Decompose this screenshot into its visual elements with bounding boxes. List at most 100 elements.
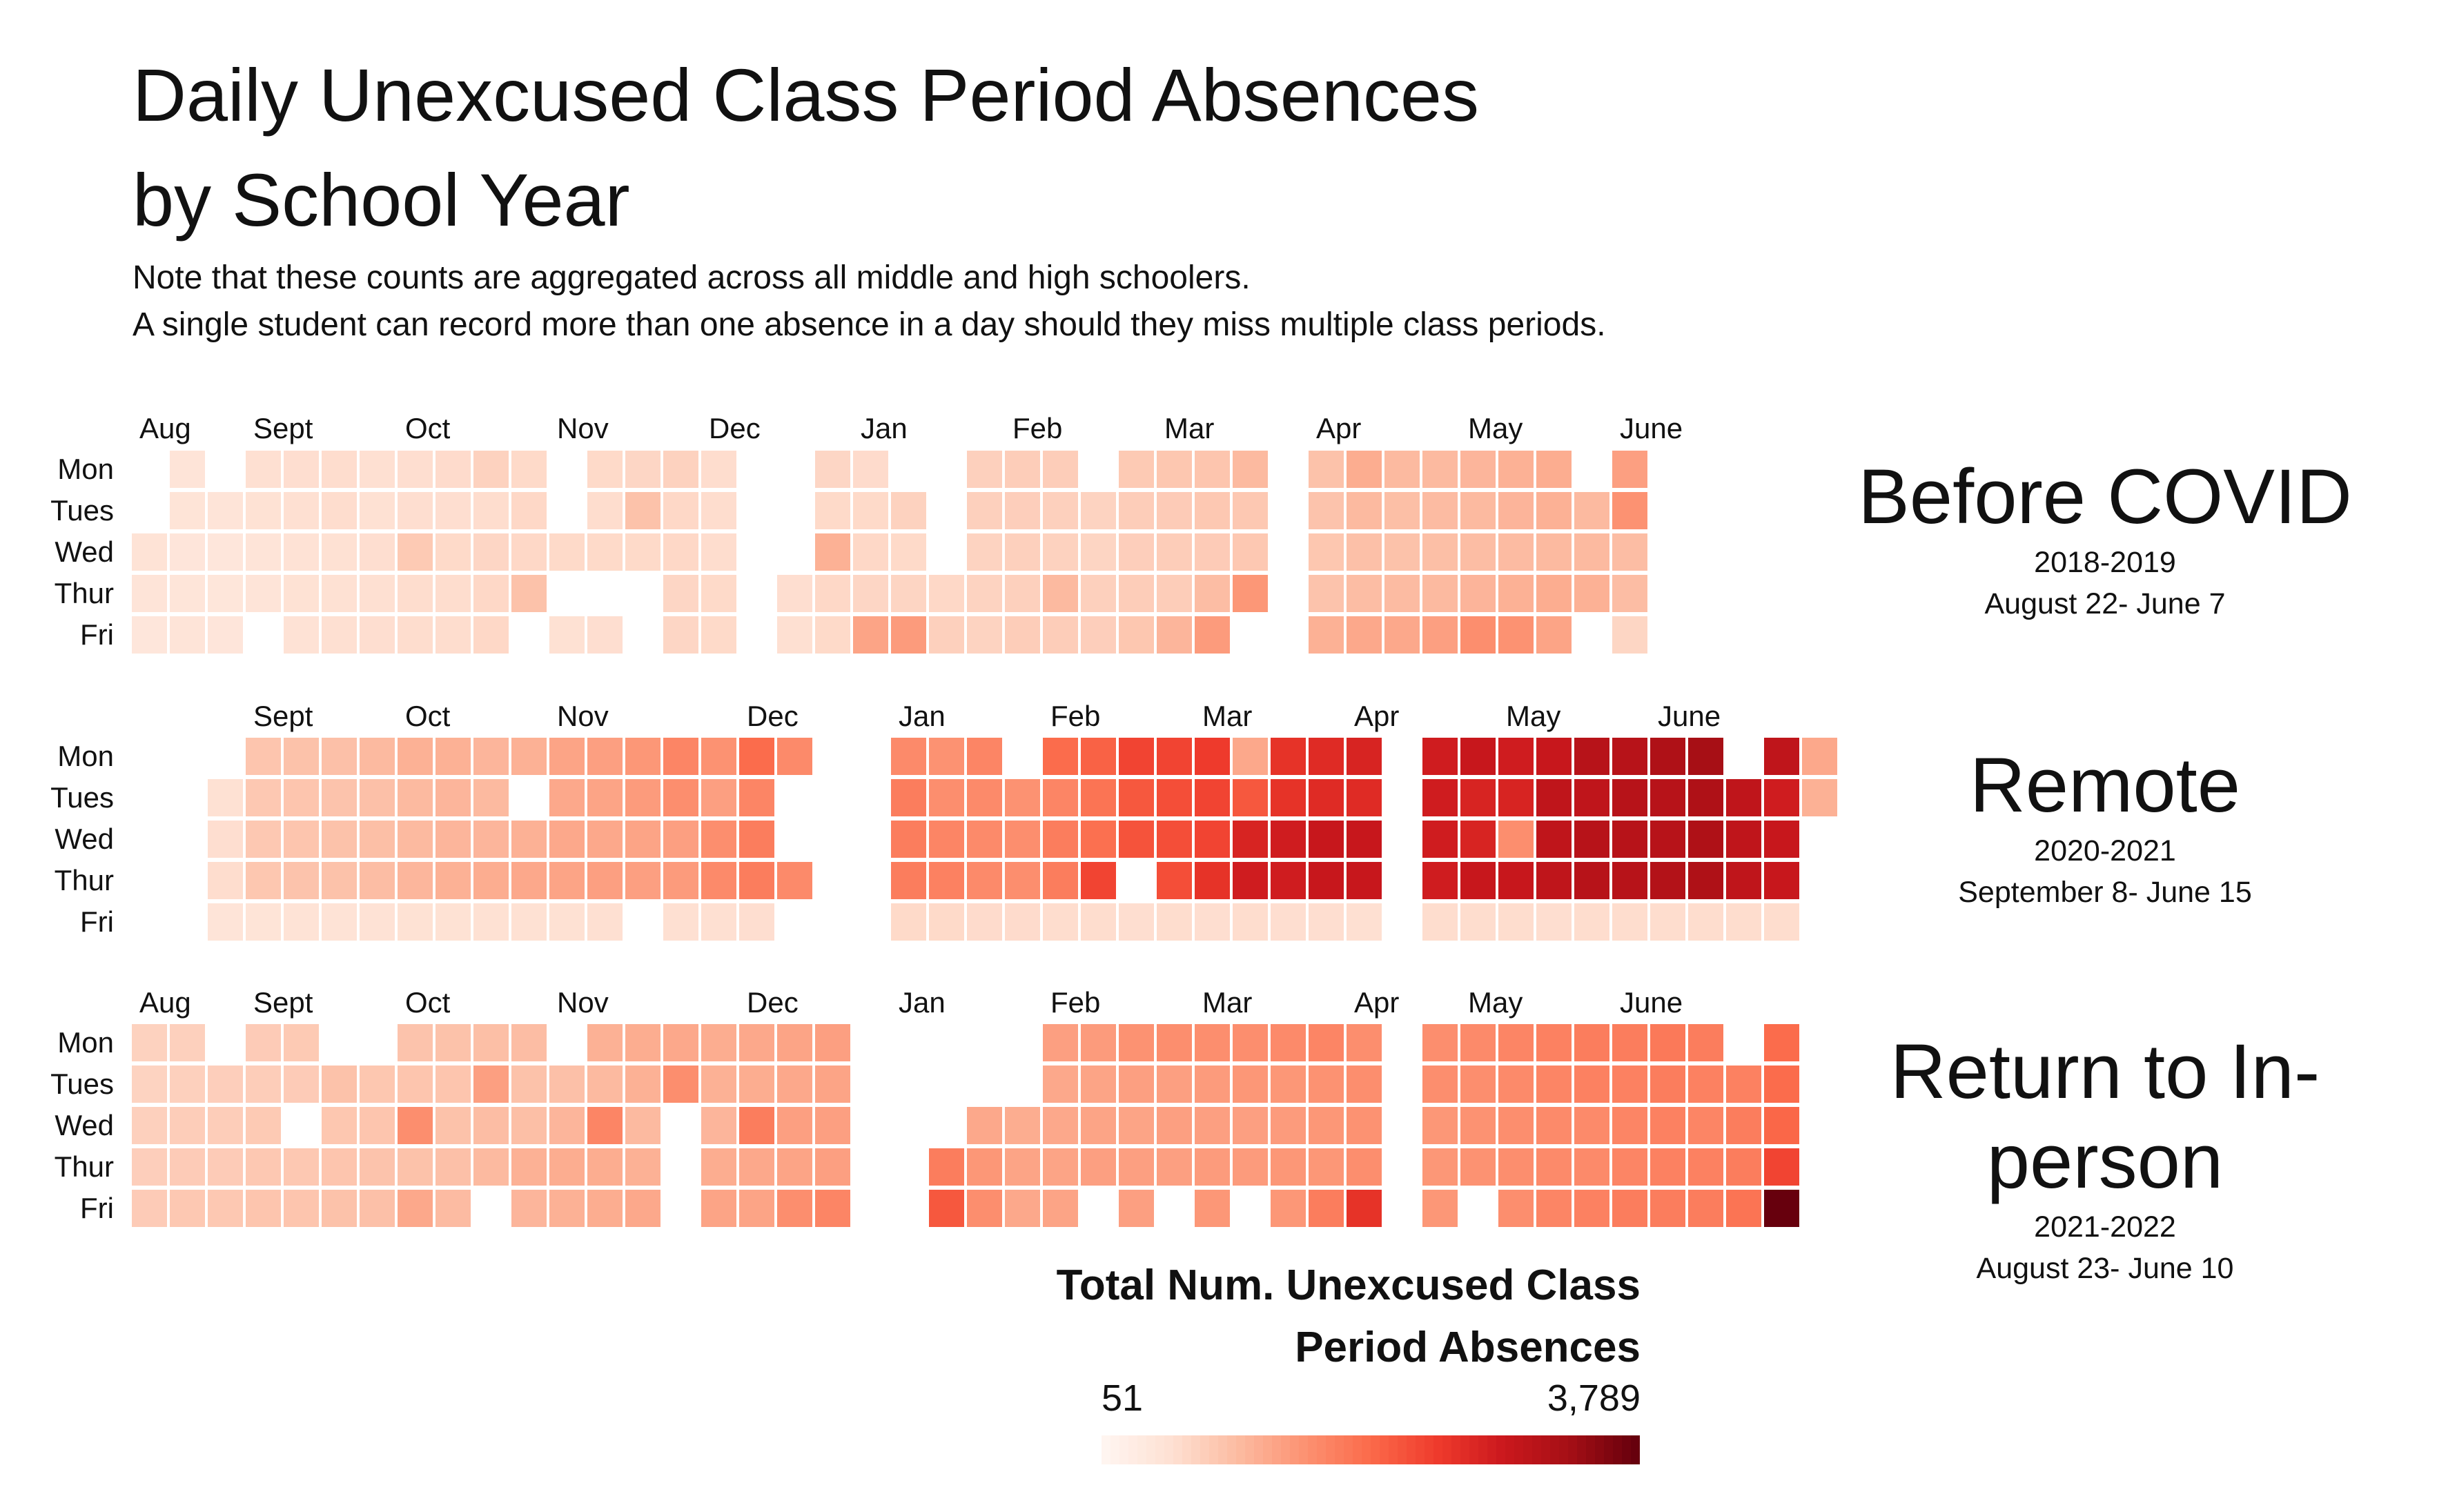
heatmap-cell (1573, 1023, 1611, 1063)
heatmap-cell (1193, 1023, 1231, 1063)
heatmap-cell (624, 861, 662, 901)
heatmap-cell (510, 1064, 548, 1104)
heatmap-cell (168, 1106, 206, 1146)
heatmap-cell (738, 1188, 776, 1228)
legend-swatch (1173, 1435, 1182, 1464)
heatmap-cell (548, 902, 586, 942)
heatmap-cell (434, 449, 472, 489)
heatmap-cell (282, 778, 320, 818)
heatmap-cell (1535, 1106, 1573, 1146)
legend-swatch (1254, 1435, 1263, 1464)
legend-swatch (1425, 1435, 1433, 1464)
heatmap-cell (282, 1188, 320, 1228)
heatmap-cell (510, 819, 548, 859)
heatmap-cell (586, 861, 624, 901)
heatmap-cell (1345, 1023, 1383, 1063)
heatmap-cell (1573, 1188, 1611, 1228)
heatmap-cell (1079, 736, 1117, 776)
heatmap-cell (1725, 1106, 1763, 1146)
heatmap-cell (472, 532, 510, 572)
month-label: Aug (139, 412, 191, 444)
heatmap-cell (738, 902, 776, 942)
heatmap-cell (396, 449, 434, 489)
legend-swatch (1263, 1435, 1272, 1464)
heatmap-cell (814, 532, 852, 572)
heatmap-cell (1573, 861, 1611, 901)
heatmap-cell (396, 1106, 434, 1146)
heatmap-cell (168, 532, 206, 572)
heatmap-cell (1421, 902, 1459, 942)
heatmap-cell (1459, 861, 1497, 901)
month-label: Mar (1202, 986, 1252, 1019)
heatmap-cell (1117, 615, 1155, 655)
day-label: Wed (55, 536, 114, 568)
heatmap-cell (1611, 819, 1649, 859)
heatmap-cell (1383, 532, 1421, 572)
heatmap-cell (396, 1147, 434, 1187)
legend-swatch (1505, 1435, 1514, 1464)
heatmap-cell (662, 449, 700, 489)
heatmap-cell (510, 861, 548, 901)
heatmap-cell (700, 1023, 738, 1063)
month-label: June (1620, 986, 1683, 1019)
month-label: Jan (899, 700, 946, 732)
heatmap-cell (1193, 1188, 1231, 1228)
heatmap-cell (1193, 573, 1231, 613)
heatmap-cell (168, 491, 206, 531)
heatmap-cell (1459, 615, 1497, 655)
heatmap-cell (700, 449, 738, 489)
legend-swatch (1218, 1435, 1227, 1464)
heatmap-cell (662, 861, 700, 901)
month-label: Nov (557, 986, 609, 1019)
heatmap-cell (130, 1064, 168, 1104)
heatmap-cell (1345, 573, 1383, 613)
legend-swatch (1407, 1435, 1416, 1464)
heatmap-cell (1269, 736, 1307, 776)
legend-swatch (1290, 1435, 1299, 1464)
heatmap-cell (1573, 1064, 1611, 1104)
heatmap-cell (700, 532, 738, 572)
heatmap-cell (738, 736, 776, 776)
heatmap-cell (548, 861, 586, 901)
heatmap-cell (1687, 861, 1725, 901)
heatmap-cell (814, 1188, 852, 1228)
heatmap-cell (358, 491, 396, 531)
heatmap-cell (1269, 902, 1307, 942)
title-line-2: by School Year (133, 158, 630, 242)
note-line-2: A single student can record more than on… (133, 306, 1606, 343)
heatmap-cell (1573, 532, 1611, 572)
legend-swatch (1128, 1435, 1137, 1464)
legend-swatch (1164, 1435, 1173, 1464)
heatmap-cell (320, 615, 358, 655)
heatmap-cell (244, 1064, 282, 1104)
heatmap-cell (396, 736, 434, 776)
heatmap-cell (1459, 778, 1497, 818)
month-label: Dec (747, 700, 799, 732)
heatmap-cell (624, 819, 662, 859)
heatmap-cell (1345, 736, 1383, 776)
month-label: Oct (405, 412, 451, 444)
heatmap-cell (1611, 736, 1649, 776)
heatmap-cell (928, 615, 966, 655)
heatmap-cell (1155, 1147, 1193, 1187)
heatmap-cell (1193, 1106, 1231, 1146)
month-label: Nov (557, 700, 609, 732)
legend-swatch (1209, 1435, 1218, 1464)
legend-swatch (1559, 1435, 1568, 1464)
heatmap-cell (1421, 615, 1459, 655)
legend-min-label: 51 (1102, 1377, 1144, 1419)
heatmap-cell (1117, 532, 1155, 572)
heatmap-cell (168, 1064, 206, 1104)
heatmap-cell (396, 1064, 434, 1104)
heatmap-cell (244, 1106, 282, 1146)
heatmap-cell (586, 1064, 624, 1104)
heatmap-cell (776, 861, 814, 901)
heatmap-cell (1421, 1023, 1459, 1063)
heatmap-cell (966, 736, 1004, 776)
heatmap-cell (662, 736, 700, 776)
heatmap-cell (130, 615, 168, 655)
legend-swatch (1586, 1435, 1595, 1464)
heatmap-cell (358, 1147, 396, 1187)
heatmap-cell (1421, 1188, 1459, 1228)
heatmap-cell (510, 449, 548, 489)
